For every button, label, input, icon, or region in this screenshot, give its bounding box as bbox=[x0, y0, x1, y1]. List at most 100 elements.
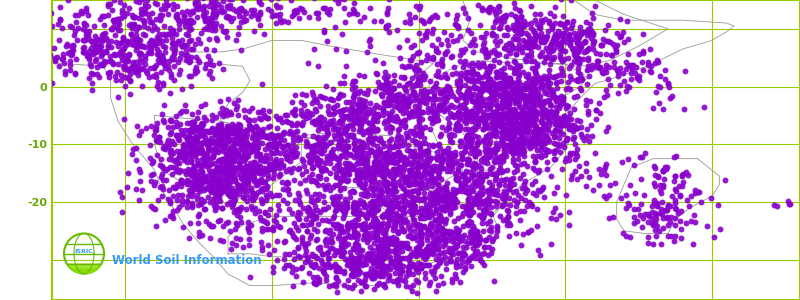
Point bbox=[364, 111, 377, 116]
Point bbox=[320, 273, 333, 278]
Point bbox=[442, 203, 454, 208]
Point bbox=[447, 237, 460, 242]
Point bbox=[365, 182, 378, 187]
Point bbox=[198, 19, 211, 23]
Point bbox=[490, 74, 502, 79]
Point bbox=[245, 186, 258, 190]
Point bbox=[526, 190, 539, 195]
Point bbox=[206, 175, 218, 180]
Point bbox=[644, 69, 657, 74]
Point bbox=[429, 13, 442, 18]
Point bbox=[415, 223, 428, 228]
Point bbox=[421, 212, 434, 216]
Point bbox=[122, 76, 134, 80]
Point bbox=[712, 202, 725, 207]
Point bbox=[389, 247, 402, 252]
Point bbox=[349, 235, 362, 239]
Point bbox=[282, 252, 295, 257]
Point bbox=[220, 168, 233, 173]
Point bbox=[70, 57, 82, 62]
Point bbox=[227, 149, 240, 154]
Point bbox=[406, 216, 419, 221]
Point bbox=[594, 64, 606, 69]
Point bbox=[528, 12, 541, 17]
Point bbox=[253, 152, 266, 157]
Point bbox=[440, 185, 453, 190]
Point bbox=[344, 249, 357, 254]
Point bbox=[322, 182, 334, 187]
Point bbox=[418, 253, 430, 257]
Point bbox=[518, 153, 530, 158]
Point bbox=[394, 107, 406, 112]
Point bbox=[267, 176, 280, 181]
Point bbox=[86, 52, 99, 56]
Point bbox=[556, 131, 569, 136]
Point bbox=[508, 197, 521, 202]
Point bbox=[239, 207, 252, 212]
Point bbox=[472, 124, 485, 128]
Point bbox=[505, 108, 518, 113]
Point bbox=[454, 139, 466, 144]
Point bbox=[356, 236, 369, 241]
Point bbox=[300, 139, 313, 144]
Point bbox=[211, 130, 224, 135]
Point bbox=[506, 157, 519, 161]
Point bbox=[311, 136, 324, 141]
Point bbox=[174, 178, 187, 183]
Point bbox=[518, 44, 531, 49]
Point bbox=[118, 2, 130, 7]
Point bbox=[479, 48, 492, 52]
Point bbox=[238, 156, 250, 161]
Point bbox=[147, 133, 160, 137]
Point bbox=[424, 223, 437, 227]
Point bbox=[441, 37, 454, 42]
Point bbox=[209, 23, 222, 28]
Point bbox=[560, 137, 573, 142]
Point bbox=[327, 222, 340, 226]
Point bbox=[494, 21, 507, 26]
Point bbox=[442, 85, 455, 90]
Point bbox=[491, 106, 504, 111]
Point bbox=[465, 99, 478, 104]
Point bbox=[290, 145, 302, 149]
Point bbox=[407, 189, 420, 194]
Point bbox=[514, 88, 527, 93]
Point bbox=[156, 57, 169, 62]
Point bbox=[339, 144, 352, 149]
Point bbox=[165, 118, 178, 122]
Point bbox=[184, 130, 197, 134]
Point bbox=[599, 196, 612, 201]
Point bbox=[381, 189, 394, 194]
Point bbox=[542, 99, 555, 103]
Point bbox=[361, 190, 374, 195]
Point bbox=[386, 236, 398, 241]
Point bbox=[374, 185, 386, 190]
Point bbox=[465, 264, 478, 268]
Point bbox=[462, 197, 474, 202]
Point bbox=[582, 46, 595, 51]
Point bbox=[648, 166, 661, 171]
Point bbox=[475, 187, 488, 191]
Point bbox=[320, 185, 333, 190]
Point bbox=[503, 178, 516, 183]
Point bbox=[350, 114, 362, 119]
Point bbox=[494, 125, 507, 130]
Point bbox=[354, 160, 366, 164]
Point bbox=[191, 157, 204, 162]
Point bbox=[290, 10, 303, 14]
Point bbox=[302, 212, 315, 217]
Point bbox=[354, 126, 366, 131]
Point bbox=[230, 141, 242, 146]
Point bbox=[97, 32, 110, 36]
Point bbox=[352, 259, 365, 263]
Point bbox=[390, 202, 403, 207]
Point bbox=[416, 127, 429, 132]
Point bbox=[481, 73, 494, 78]
Point bbox=[406, 208, 418, 212]
Point bbox=[346, 209, 359, 214]
Point bbox=[352, 202, 365, 207]
Point bbox=[580, 33, 593, 38]
Point bbox=[505, 134, 518, 138]
Point bbox=[571, 94, 584, 98]
Point bbox=[419, 149, 432, 154]
